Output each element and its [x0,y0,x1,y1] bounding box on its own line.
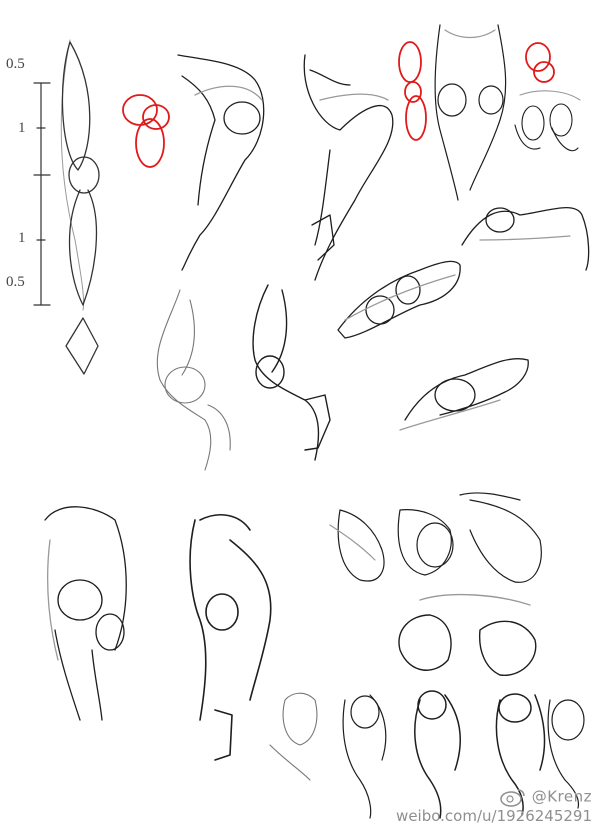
leg-sketch-front-large [44,506,127,721]
legs-small-pair [514,90,581,152]
leg-sketch-bottom-5 [547,699,585,809]
leg-sketch-bent-2 [303,54,394,281]
leg-sketch-bottom-2 [342,694,387,819]
leg-sketch-bottom-1 [269,692,318,781]
watermark-url[interactable]: weibo.com/u/1926245291 [396,807,592,825]
scale-label-top: 0.5 [6,56,25,72]
leg-sketch-folded-3 [459,492,542,583]
leg-sketch-folded-1 [329,509,385,582]
scale-label-bottom: 0.5 [6,274,25,290]
legs-front-view [434,24,507,201]
leg-sketch-dark-1 [252,284,331,461]
leg-sketch-horizontal-1 [461,207,590,271]
leg-sketch-bottom-4 [495,693,546,816]
proportion-ruler [33,82,51,306]
scale-label-lower-mid: 1 [18,230,26,246]
scale-label-upper-mid: 1 [18,120,26,136]
leg-proportion-study [60,39,100,375]
leg-sketch-bottom-3 [414,690,461,819]
red-construction-ovals [122,41,555,168]
leg-sketch-horizontal-2 [337,260,461,339]
leg-sketch-walking [189,514,272,761]
legs-pair-top-down [398,593,537,676]
leg-sketch-light-1 [156,289,231,471]
leg-sketch-folded-2 [397,509,454,576]
leg-sketch-knee-study [399,358,529,431]
watermark-handle: @Krenz [531,787,592,806]
watermark: @Krenz weibo.com/u/1926245291 [396,787,592,826]
weibo-logo-icon [500,789,525,807]
leg-sketch-bent-1 [177,54,265,271]
